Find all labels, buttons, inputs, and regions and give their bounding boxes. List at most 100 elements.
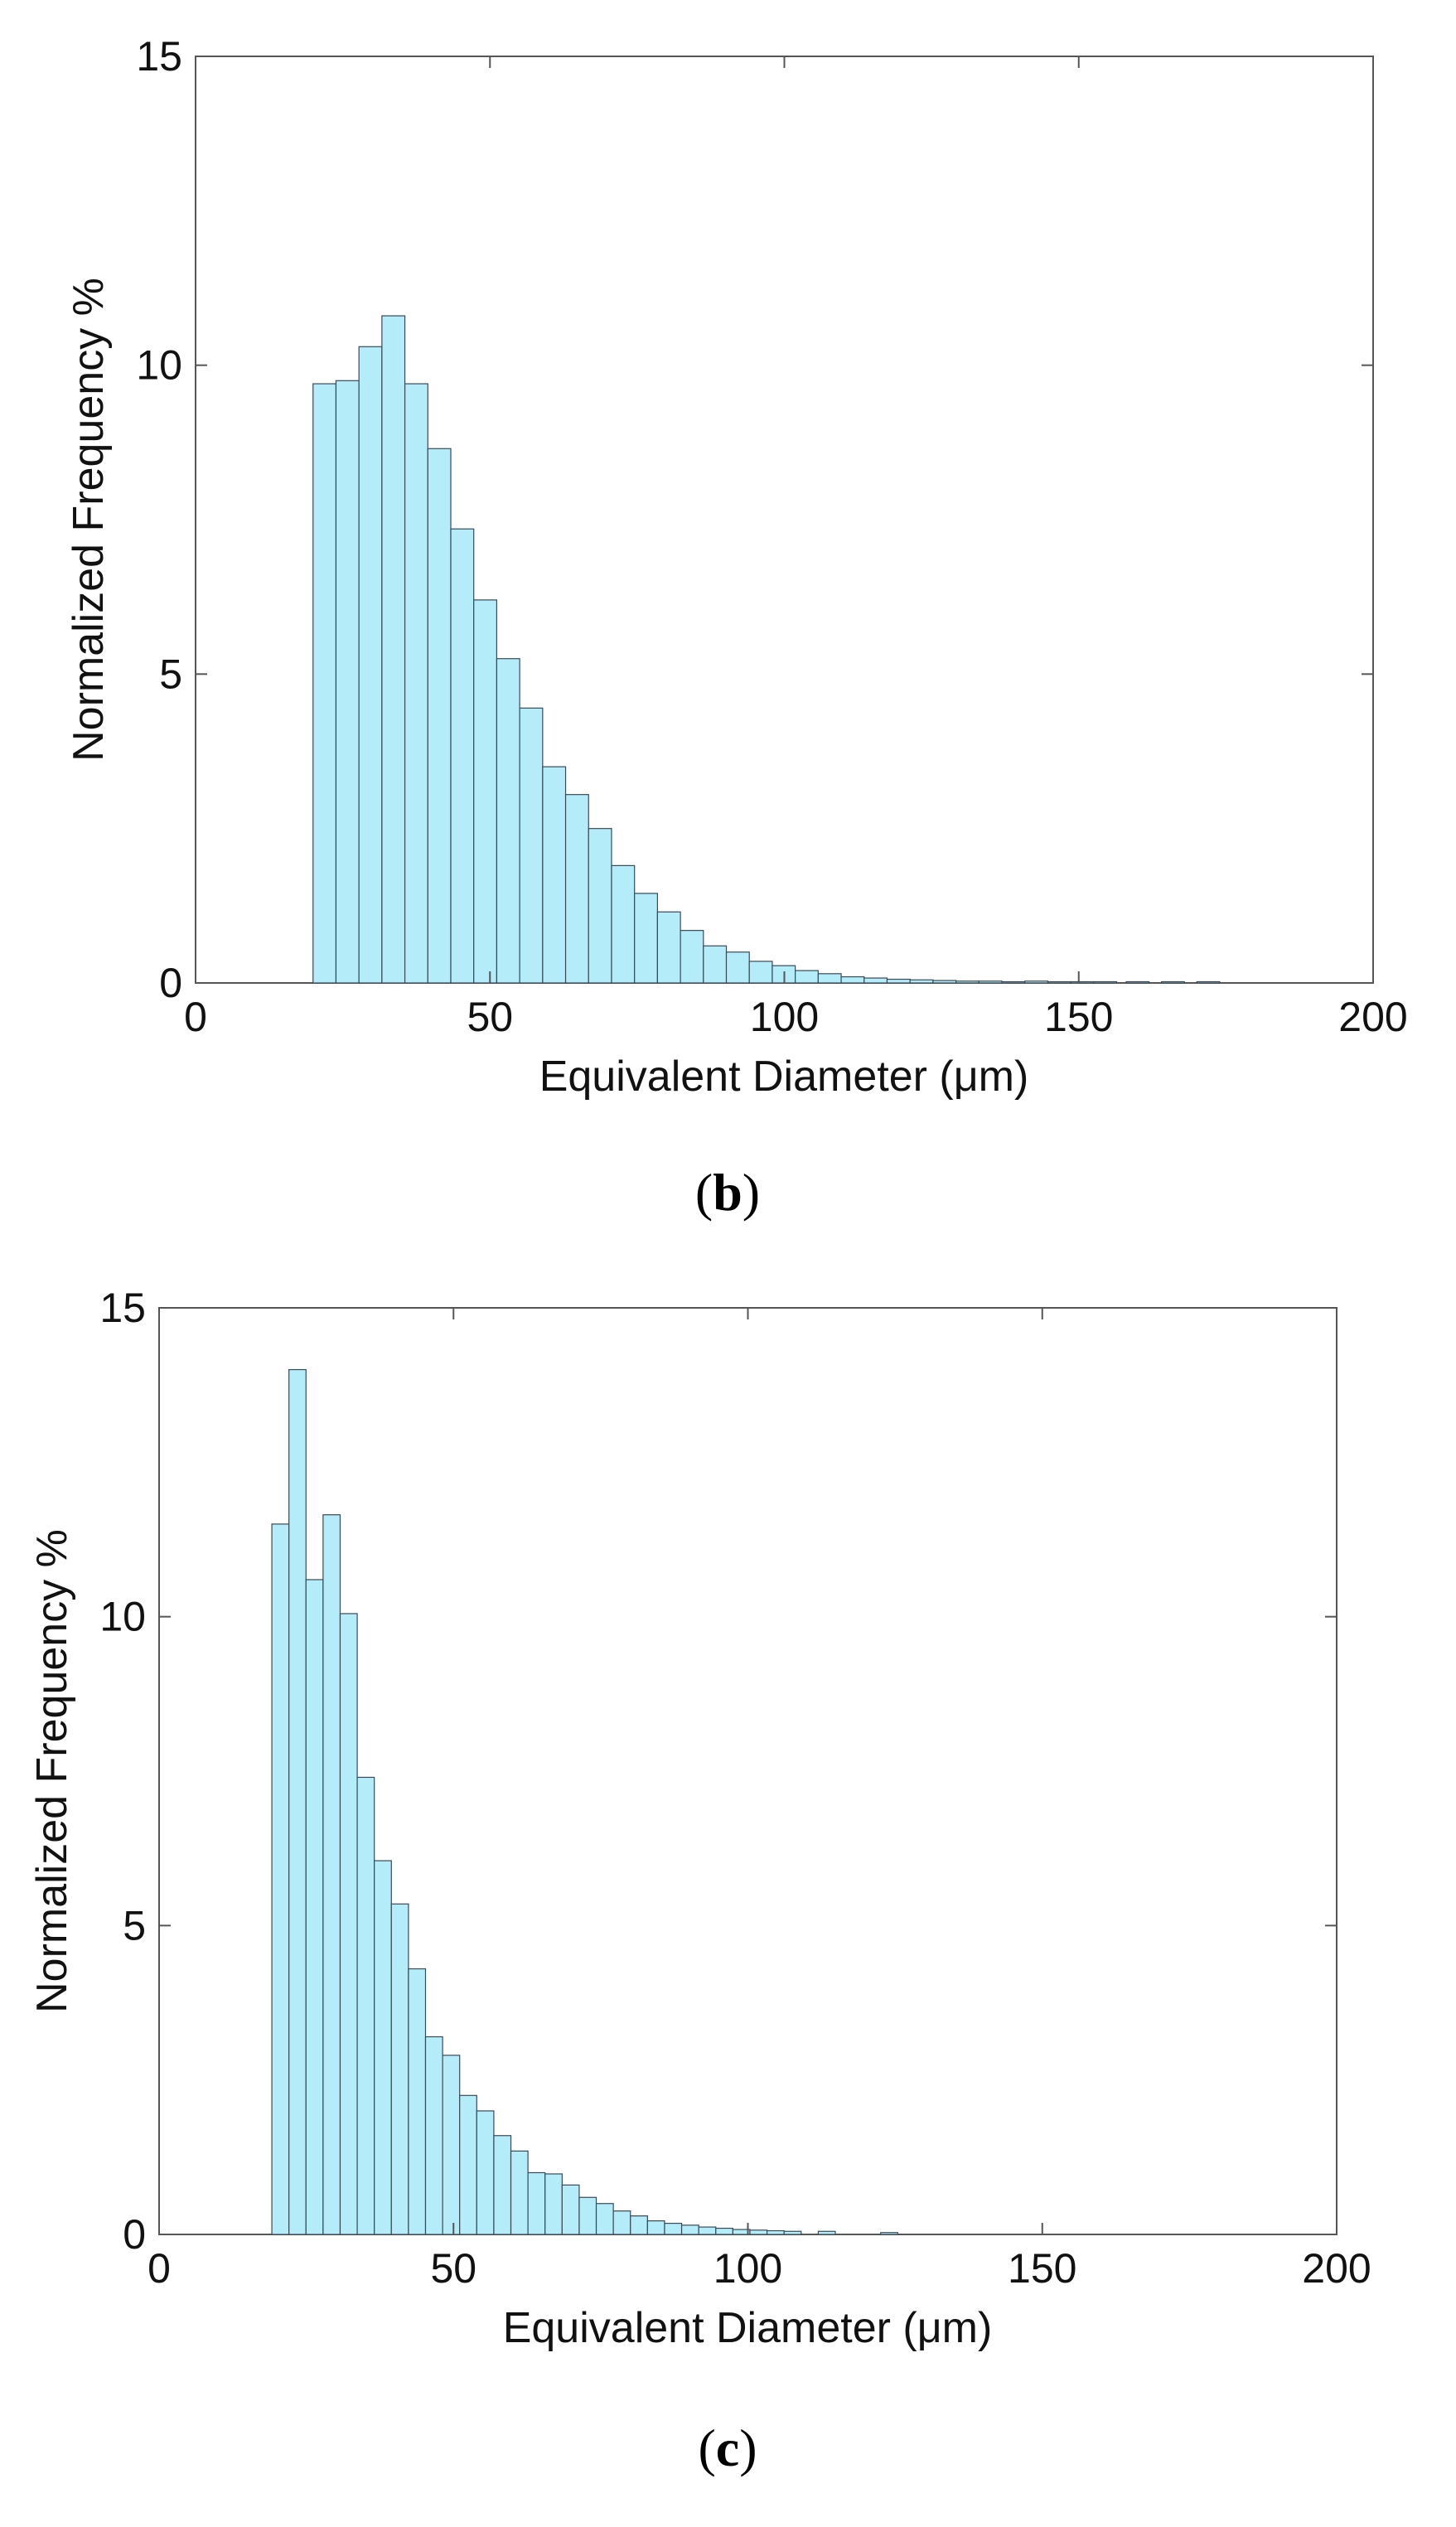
y-axis-title: Normalized Frequency % (28, 1529, 76, 2013)
histogram-bar (1070, 980, 1095, 984)
ticks-group: 0 50 100 150 200 0 5 10 15 (136, 33, 1407, 1040)
caption-b-letter: b (713, 1163, 743, 1222)
histogram-bar (493, 2135, 512, 2235)
histogram-bar (817, 2230, 836, 2235)
histogram-bar (611, 864, 636, 984)
histogram-bar (978, 980, 1003, 984)
histogram-bar (1024, 980, 1049, 984)
x-tick-label: 100 (750, 994, 819, 1040)
x-axis-title: Equivalent Diameter (μm) (539, 1053, 1029, 1101)
histogram-bar (450, 528, 475, 984)
histogram-bar (955, 980, 980, 984)
histogram-bar (630, 2215, 648, 2235)
histogram-bar (840, 975, 865, 984)
histogram-bar (544, 2173, 563, 2235)
histogram-bar (1196, 980, 1221, 984)
histogram-bar (381, 315, 406, 984)
bars-group (312, 315, 1221, 984)
y-tick-label: 15 (99, 1285, 146, 1331)
chart-panel-c: 0 50 100 150 200 0 5 10 15 Equivalent Diameter (… (28, 1285, 1371, 2352)
histogram-bar (817, 973, 842, 984)
y-tick-label: 0 (123, 2211, 146, 2258)
histogram-bar (271, 1523, 290, 2235)
y-tick-label: 10 (99, 1594, 146, 1640)
histogram-bar (749, 2229, 768, 2235)
histogram-bar (646, 2220, 665, 2235)
histogram-bar (578, 2196, 597, 2235)
histogram-bar (542, 766, 567, 984)
y-tick-label: 5 (159, 651, 182, 697)
x-tick-label: 200 (1302, 2245, 1371, 2292)
x-tick-label: 0 (148, 2245, 171, 2292)
histogram-bar (424, 2036, 443, 2235)
histogram-bar (390, 1903, 409, 2235)
ticks-group: 0 50 100 150 200 0 5 10 15 (99, 1285, 1371, 2292)
histogram-bar (288, 1368, 307, 2235)
histogram-bar (358, 346, 383, 984)
histogram-bar (795, 970, 819, 984)
histogram-bar (1001, 980, 1026, 984)
x-tick-label: 150 (1008, 2245, 1076, 2292)
x-tick-label: 50 (467, 994, 513, 1040)
histogram-bar (880, 2232, 898, 2235)
histogram-bar (335, 380, 360, 984)
histogram-bar (595, 2203, 614, 2235)
x-tick-label: 200 (1338, 994, 1407, 1040)
x-axis-title: Equivalent Diameter (μm) (503, 2304, 993, 2352)
y-tick-label: 15 (136, 33, 182, 80)
histogram-bar (612, 2210, 631, 2235)
histogram-bar (656, 911, 681, 984)
histogram-bar (561, 2184, 580, 2235)
histogram-bar (519, 707, 544, 984)
panel-caption-c: (c) (698, 2418, 757, 2477)
histogram-bar (766, 2229, 785, 2235)
x-tick-label: 150 (1044, 994, 1113, 1040)
histogram-bar (408, 1968, 427, 2235)
histogram-bar (404, 383, 428, 984)
panel-caption-b: (b) (695, 1163, 760, 1222)
y-tick-label: 10 (136, 342, 182, 389)
histogram-bar (863, 977, 888, 984)
histogram-bar (725, 951, 750, 984)
histogram-bar (1160, 980, 1185, 984)
y-tick-label: 0 (159, 960, 182, 1006)
y-tick-label: 5 (123, 1902, 146, 1949)
histogram-bar (459, 2094, 477, 2235)
histogram-bar (564, 794, 589, 984)
histogram-bar (715, 2227, 733, 2235)
histogram-bar (680, 2224, 699, 2235)
caption-c-letter: c (716, 2418, 739, 2477)
histogram-bar (698, 2226, 717, 2235)
histogram-bar (909, 979, 934, 984)
histogram-bar (588, 828, 612, 984)
histogram-bar (442, 2055, 461, 2235)
histogram-bar (510, 2150, 529, 2235)
histogram-bar (748, 961, 773, 984)
bars-group (271, 1368, 898, 2235)
histogram-bar (527, 2171, 546, 2235)
histogram-bar (356, 1776, 375, 2235)
histogram-bar (703, 945, 728, 984)
histogram-bar (476, 2110, 495, 2235)
histogram-bar (305, 1579, 324, 2235)
histogram-bar (339, 1613, 358, 2235)
histogram-bar (680, 930, 704, 984)
histogram-bar (1125, 980, 1150, 984)
x-tick-label: 50 (430, 2245, 476, 2292)
x-tick-label: 0 (184, 994, 207, 1040)
histogram-bar (664, 2222, 683, 2235)
x-tick-label: 100 (713, 2245, 782, 2292)
histogram-bar (322, 1514, 341, 2235)
chart-panel-b: 0 50 100 150 200 0 5 10 15 Equivalent Diameter (… (65, 33, 1408, 1101)
histogram-bar (1093, 980, 1118, 984)
histogram-bar (374, 1860, 392, 2235)
histogram-bar (427, 448, 452, 984)
histogram-bar (473, 599, 498, 984)
histogram-bar (496, 658, 520, 984)
histogram-bar (886, 978, 911, 984)
histogram-bar (783, 2230, 802, 2235)
histogram-bar (1047, 980, 1071, 984)
histogram-bar (932, 980, 957, 984)
histogram-bar (634, 893, 658, 984)
